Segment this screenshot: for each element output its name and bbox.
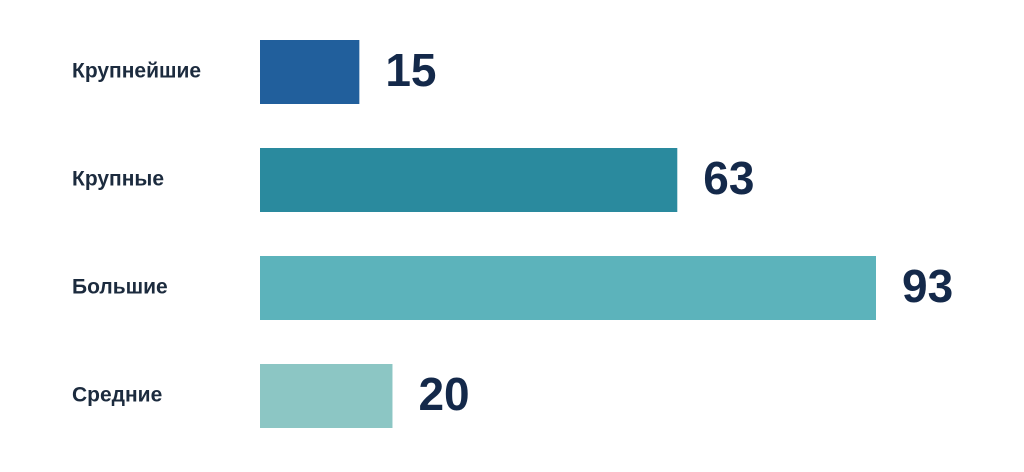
category-label: Крупнейшие [72, 60, 201, 83]
bar [260, 256, 876, 320]
category-label: Средние [72, 384, 162, 407]
bar [260, 148, 678, 212]
bar [260, 364, 393, 428]
value-label: 15 [385, 44, 436, 96]
category-label: Большие [72, 276, 168, 299]
bar [260, 40, 360, 104]
value-label: 93 [902, 260, 953, 312]
category-label: Крупные [72, 168, 164, 191]
value-label: 63 [703, 152, 754, 204]
value-label: 20 [418, 368, 469, 420]
